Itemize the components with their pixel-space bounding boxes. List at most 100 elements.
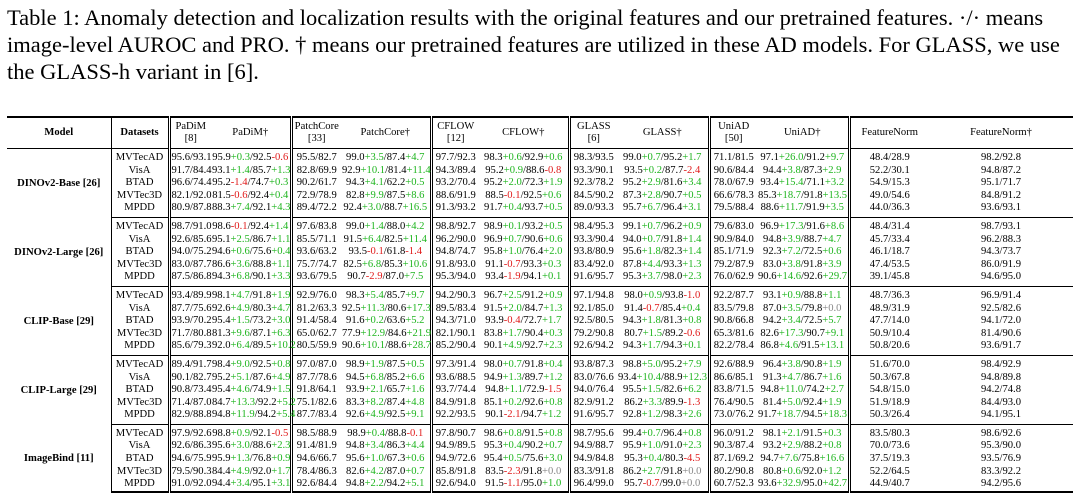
result-cell: 81.4+5.0/92.4+1.9	[763, 396, 842, 408]
result-cell: 66.6/78.3	[707, 189, 757, 203]
result-cell: 94.6/75.9	[167, 453, 212, 466]
result-cell: 87.8+4.4/93.3+1.3	[623, 258, 702, 270]
dataset-cell: MPDD	[110, 202, 169, 218]
result-cell: 95.6+1.8/82.3+1.4	[623, 246, 702, 258]
table-row: BTAD 93.9/70.2 95.4+1.5/73.2+3.0 91.4/58.4 9…	[7, 315, 1073, 328]
result-cell: 89.4/91.7	[167, 355, 212, 372]
result-cell: 92.6/88.9	[707, 355, 757, 372]
result-cell: 98.3/93.5	[567, 148, 617, 165]
result-cell: 98.4+9.0/92.5+0.8	[212, 358, 291, 370]
result-cell: 93.4+15.4/71.1+3.2	[760, 177, 845, 189]
result-cell: 94.8/74.7	[429, 246, 479, 259]
result-cell: 94.6/95.0	[929, 271, 1073, 287]
result-cell: 98.6-0.1/92.4+1.4	[212, 220, 289, 232]
result-cell: 91.5+6.4/82.5+11.4	[343, 233, 427, 245]
table-row: BTAD 96.6/74.4 95.2-1.4/74.7+0.3 90.2/61.7 9…	[7, 177, 1073, 190]
result-cell: 96.2/90.0	[429, 233, 479, 247]
table-row: BTAD 90.8/73.4 95.4+4.6/74.9+1.5 91.8/64.1 9…	[7, 384, 1073, 397]
result-cell: 93.3/90.4	[567, 233, 617, 247]
result-cell: 82.1/90.1	[429, 327, 479, 341]
result-cell: 86.0/91.9	[980, 258, 1022, 270]
result-cell: 95.2+5.1/87.6+4.9	[212, 371, 291, 383]
result-cell: 80.7+1.5/89.2-0.6	[624, 327, 701, 339]
result-cell: 84.7+13.3/92.2+5.2	[212, 396, 296, 408]
result-cell: 94.3+6.8/90.1+3.3	[211, 271, 291, 287]
dataset-cell: VisA	[110, 302, 169, 316]
result-cell: 95.2-1.4/74.7+0.3	[212, 177, 289, 189]
result-cell: 82.9/91.2	[567, 396, 617, 410]
table-row: MVTec3D 71.4/87.0 84.7+13.3/92.2+5.2 75.1/8…	[7, 396, 1073, 410]
result-cell: 52.2/30.1	[847, 164, 929, 178]
header-row: Model Datasets PaDiM [8] PaDiM† PatchCore [3…	[7, 117, 1073, 149]
table-row: MVTec3D 71.7/80.8 81.3+9.6/87.1+6.3 65.0/62…	[7, 327, 1073, 341]
result-cell: 98.2/92.8	[980, 152, 1022, 163]
result-cell: 91.7/84.4	[167, 164, 212, 178]
result-cell: 95.6/93.1	[167, 148, 212, 165]
result-cell: 91.5+2.0/84.7+1.3	[484, 302, 563, 314]
result-cell: 92.1/85.0	[567, 302, 617, 316]
result-cell: 77.9+12.9/84.6+21.9	[342, 327, 432, 339]
result-cell: 85.8/91.8	[429, 465, 479, 479]
table-row: MPDD 85.6/79.3 92.0+6.4/89.5+10.2 80.5/59.9…	[7, 340, 1073, 356]
table-row: MPDD 80.9/87.8 88.3+7.4/92.1+4.3 89.4/72.2 9…	[7, 202, 1073, 218]
result-cell: 95.3/90.0	[980, 440, 1022, 452]
table-row: VisA 92.6/86.3 95.6+3.0/88.6+2.3 91.4/81.9 9…	[7, 440, 1073, 454]
result-cell: 37.5/19.3	[847, 453, 929, 466]
model-cell: ImageBind [11]	[23, 453, 94, 465]
result-cell: 87.7/78.6	[289, 371, 341, 385]
result-cell: 85.3+18.7/91.8+13.5	[758, 189, 848, 201]
result-cell: 86.2+2.7/91.8+0.0	[623, 465, 702, 477]
table-row: BTAD 94.0/75.2 94.6+0.6/75.6+0.4 93.6/63.2 9…	[7, 246, 1073, 259]
result-cell: 85.5/71.1	[289, 233, 341, 247]
result-cell: 91.4/81.9	[289, 440, 341, 454]
result-cell: 80.5/59.9	[289, 340, 341, 356]
result-cell: 39.1/45.8	[847, 271, 929, 287]
result-cell: 93.6/63.2	[289, 246, 341, 259]
result-cell: 80.9/87.8	[167, 202, 212, 218]
result-cell: 89.4/72.2	[289, 202, 341, 218]
result-cell: 94.3/73.7	[980, 246, 1022, 258]
result-cell: 92.0+6.4/89.5+10.2	[211, 340, 296, 356]
caption: Table 1: Anomaly detection and localizat…	[7, 5, 1060, 84]
model-cell: CLIP-Base [29]	[23, 316, 94, 328]
result-cell: 48.9/31.9	[847, 302, 929, 316]
result-cell: 92.6/94.0	[429, 478, 479, 493]
result-cell: 91.3+4.7/86.7+1.6	[763, 371, 842, 383]
result-cell: 95.3+0.4/80.3-4.5	[624, 453, 701, 465]
result-cell: 79.2/90.8	[567, 327, 617, 341]
result-cell: 90.7-2.9/87.0+7.5	[341, 271, 431, 287]
result-cell: 95.9+1.3/76.8+0.9	[212, 453, 291, 465]
result-cell: 84.5/90.2	[567, 189, 617, 203]
result-cell: 98.0+0.7/91.8+0.4	[484, 358, 563, 370]
result-cell: 95.9+0.3/92.5-0.6	[212, 152, 289, 163]
result-cell: 99.0+1.4/88.0+4.2	[346, 220, 425, 232]
result-cell: 95.3/94.0	[429, 271, 479, 287]
dataset-cell: MVTecAD	[110, 217, 169, 234]
result-cell: 98.3+0.6/92.9+0.6	[484, 152, 563, 163]
table-row: VisA 87.7/75.6 92.6+4.9/80.3+4.7 81.2/63.3 9…	[7, 302, 1073, 316]
result-cell: 93.9+2.1/65.7+1.6	[346, 384, 425, 396]
result-cell: 88.3+7.4/92.1+4.3	[211, 202, 291, 218]
result-cell: 81.3+9.6/87.1+6.3	[212, 327, 291, 339]
result-cell: 94.2+3.4/72.5+5.7	[763, 315, 842, 327]
result-cell: 82.9/88.8	[167, 409, 212, 425]
results-table: Model Datasets PaDiM [8] PaDiM† PatchCore [3…	[7, 116, 1073, 493]
result-cell: 86.2+3.3/89.9-1.3	[624, 396, 701, 408]
result-cell: 83.3+8.2/87.4+4.8	[346, 396, 425, 408]
table-row: MPDD 87.5/86.8 94.3+6.8/90.1+3.3 93.6/79.5 9…	[7, 271, 1073, 287]
result-cell: 92.3/78.2	[567, 177, 617, 190]
dataset-cell: MVTecAD	[110, 148, 169, 165]
result-cell: 93.9/70.2	[167, 315, 212, 328]
result-cell: 87.7/75.6	[167, 302, 212, 316]
dataset-cell: MVTecAD	[110, 355, 169, 372]
result-cell: 91.7+18.7/94.5+18.3	[757, 409, 849, 425]
result-cell: 95.4+4.6/74.9+1.5	[212, 384, 291, 396]
result-cell: 93.6+32.9/95.0+42.7	[757, 478, 849, 493]
result-cell: 86.8+4.6/91.5+13.1	[757, 340, 849, 356]
result-cell: 93.8/80.9	[567, 246, 617, 259]
result-cell: 78.4/86.3	[289, 465, 341, 479]
column-header: UniAD†	[757, 117, 849, 149]
result-cell: 91.4/58.4	[289, 315, 341, 328]
result-cell: 94.3+4.1/62.2+0.5	[346, 177, 425, 189]
result-cell: 83.5/79.8	[707, 302, 757, 316]
